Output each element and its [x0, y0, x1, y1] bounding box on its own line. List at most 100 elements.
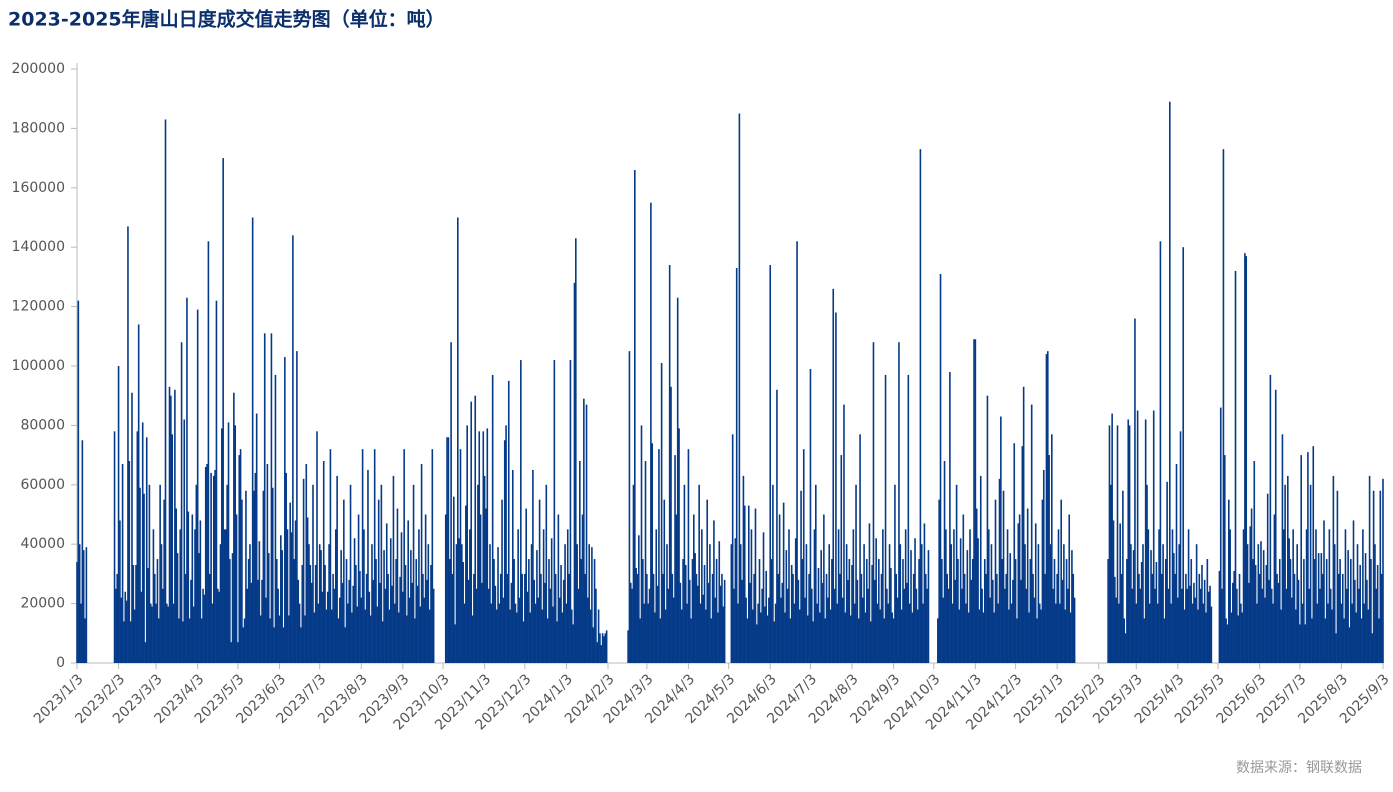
bar: [1284, 484, 1286, 663]
bar: [282, 627, 285, 663]
bar: [967, 612, 970, 663]
bar: [765, 570, 768, 663]
bar: [1205, 612, 1207, 663]
bar: [207, 241, 210, 663]
bar: [1262, 550, 1265, 663]
bar: [1269, 374, 1272, 663]
bar: [1312, 446, 1315, 663]
bar: [521, 573, 523, 663]
bar: [869, 621, 872, 663]
bar: [525, 508, 527, 663]
bar: [585, 404, 588, 663]
bar: [187, 511, 190, 663]
bar: [349, 484, 352, 663]
bar: [587, 597, 589, 663]
bar: [886, 588, 888, 663]
bar: [284, 357, 286, 663]
bar: [1131, 588, 1134, 663]
bar: [178, 618, 180, 663]
bar: [738, 113, 741, 664]
bar: [324, 564, 326, 663]
bar: [1291, 597, 1293, 663]
bar: [454, 624, 456, 663]
bar: [565, 603, 568, 663]
bar: [490, 603, 493, 663]
bar: [180, 342, 183, 663]
bar: [730, 544, 733, 663]
bar: [392, 475, 395, 663]
bar: [690, 618, 692, 663]
bar: [522, 621, 525, 663]
bar: [116, 573, 119, 663]
bar: [247, 559, 250, 663]
bar: [715, 559, 718, 663]
bar: [285, 472, 287, 663]
bar: [1340, 603, 1343, 663]
bar: [703, 564, 706, 663]
bar: [680, 609, 683, 663]
bar: [162, 588, 164, 663]
bar: [1026, 508, 1029, 663]
bar: [136, 431, 139, 663]
bar: [670, 386, 672, 663]
bar: [1364, 553, 1367, 663]
bar: [852, 529, 855, 663]
bar: [410, 550, 412, 663]
bar: [381, 621, 384, 663]
bar: [827, 597, 829, 663]
bar: [1370, 559, 1372, 663]
bar: [562, 579, 565, 663]
bar: [419, 606, 422, 663]
bar: [339, 597, 341, 663]
bar: [1154, 588, 1156, 663]
bar: [389, 538, 392, 663]
bar: [844, 612, 847, 663]
bar: [1207, 591, 1210, 663]
bar: [833, 588, 836, 663]
bar: [1187, 529, 1190, 663]
bar: [638, 535, 640, 663]
bar: [341, 582, 344, 663]
bar: [495, 609, 498, 663]
bar: [1222, 149, 1225, 663]
bar: [1324, 618, 1327, 663]
bar: [1376, 564, 1379, 663]
bar: [947, 588, 950, 663]
bar: [711, 573, 714, 663]
bar: [1158, 529, 1160, 663]
bar: [1379, 490, 1382, 663]
bar: [668, 265, 671, 663]
bar: [847, 579, 849, 663]
bar: [943, 461, 946, 663]
bar: [660, 363, 663, 663]
bar: [1189, 585, 1191, 663]
bar: [298, 603, 301, 663]
bar: [1178, 544, 1180, 663]
bar: [1257, 544, 1260, 663]
bar: [494, 585, 497, 663]
bar: [243, 618, 246, 663]
bar: [731, 434, 734, 663]
bar: [332, 573, 334, 663]
bar: [912, 573, 915, 663]
bar: [430, 564, 432, 663]
bar: [231, 553, 234, 663]
bar: [155, 603, 157, 663]
bar: [741, 579, 743, 663]
bar: [1277, 582, 1280, 663]
bar: [297, 579, 300, 663]
bar: [1065, 559, 1068, 663]
bar: [387, 573, 389, 663]
bar: [373, 449, 376, 663]
bar: [1127, 419, 1130, 663]
bar: [471, 615, 474, 663]
bar: [808, 573, 810, 663]
bar: [1305, 529, 1308, 663]
bar: [415, 559, 418, 663]
bar: [491, 374, 494, 663]
bar: [334, 529, 337, 663]
bar: [1282, 529, 1285, 663]
bar: [1317, 553, 1320, 663]
bar: [550, 538, 553, 663]
